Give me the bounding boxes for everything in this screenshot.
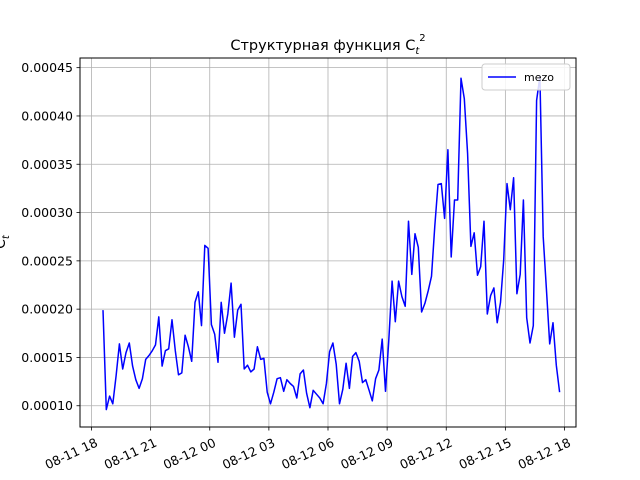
y-axis-label: Ct	[0, 234, 12, 249]
legend-label-mezo: mezo	[524, 71, 554, 84]
x-tick-label: 08-12 09	[338, 435, 395, 472]
y-tick-label: 0.00040	[21, 108, 73, 123]
y-tick-label: 0.00010	[21, 398, 73, 413]
x-tick-label: 08-11 18	[43, 435, 100, 472]
x-tick-label: 08-12 00	[161, 435, 218, 472]
y-tick-label: 0.00020	[21, 302, 73, 317]
x-tick-label: 08-12 15	[456, 435, 513, 472]
x-tick-label: 08-12 12	[397, 435, 454, 472]
series-layer	[102, 75, 561, 411]
chart-title: Структурная функция Ct2	[230, 33, 425, 57]
x-tick-label: 08-11 21	[102, 435, 159, 472]
x-tick-label: 08-12 06	[279, 435, 336, 472]
y-tick-label: 0.00035	[21, 157, 73, 172]
legend-box	[481, 63, 571, 91]
y-tick-label: 0.00030	[21, 205, 73, 220]
series-line-mezo	[102, 75, 561, 411]
y-axis: 0.00010 0.00015 0.00020 0.00025 0.00030 0.000…	[21, 60, 80, 413]
y-tick-label: 0.00025	[21, 253, 73, 268]
x-tick-label: 08-12 18	[516, 435, 573, 472]
y-tick-label: 0.00015	[21, 350, 73, 365]
y-tick-label: 0.00045	[21, 60, 73, 75]
x-axis: 08-11 18 08-11 21 08-12 00 08-12 03 08-12 06…	[43, 427, 573, 472]
legend: mezo	[481, 63, 571, 91]
x-tick-label: 08-12 03	[220, 435, 277, 472]
